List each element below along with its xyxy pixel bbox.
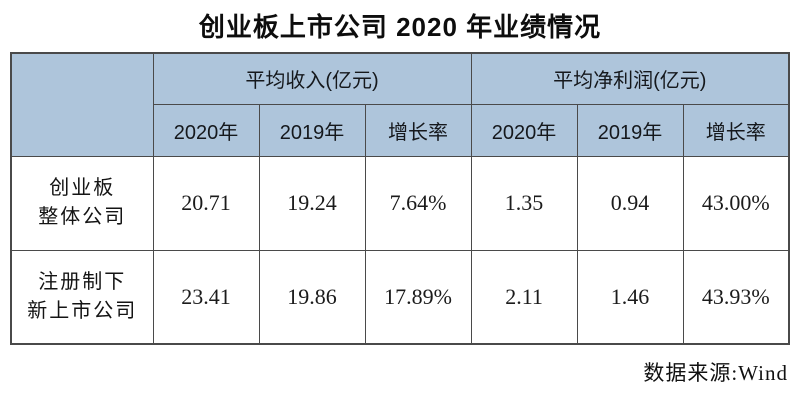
- data-source-label: 数据来源:Wind: [643, 361, 788, 385]
- row-label-line: 新上市公司: [27, 299, 138, 322]
- table-cell: 1.46: [576, 249, 684, 345]
- performance-table: 平均收入(亿元) 平均净利润(亿元) 2020年 2019年 增长率 2020年…: [10, 52, 791, 345]
- table-cell: 20.71: [152, 155, 260, 251]
- table-corner-cell: [10, 52, 154, 157]
- table-row-registration-newly-listed: 注册制下 新上市公司 23.41 19.86 17.89% 2.11 1.46 …: [10, 249, 790, 345]
- column-header-revenue-growth: 增长率: [364, 103, 472, 157]
- column-header-revenue-2019: 2019年: [258, 103, 366, 157]
- table-cell: 0.94: [576, 155, 684, 251]
- table-cell: 7.64%: [364, 155, 472, 251]
- column-group-header-row: 平均收入(亿元) 平均净利润(亿元): [10, 52, 790, 157]
- column-header-profit-2019: 2019年: [576, 103, 684, 157]
- row-label-chinext-overall: 创业板 整体公司: [10, 155, 154, 251]
- page-title: 创业板上市公司 2020 年业绩情况: [198, 12, 602, 42]
- row-label-registration-newly-listed: 注册制下 新上市公司: [10, 249, 154, 345]
- column-header-profit-2020: 2020年: [470, 103, 578, 157]
- table-cell: 19.24: [258, 155, 366, 251]
- table-cell: 43.00%: [682, 155, 790, 251]
- column-header-revenue-2020: 2020年: [152, 103, 260, 157]
- row-label-line: 整体公司: [38, 206, 127, 228]
- row-label-line: 注册制下: [38, 270, 127, 293]
- column-subheader-row: 2020年 2019年 增长率 2020年 2019年 增长率: [11, 103, 790, 157]
- column-group-avg-revenue: 平均收入(亿元): [152, 52, 472, 105]
- table-cell: 23.41: [152, 249, 260, 345]
- table-cell: 1.35: [470, 155, 578, 251]
- table-cell: 17.89%: [364, 249, 472, 345]
- table-cell: 19.86: [258, 249, 366, 345]
- table-cell: 43.93%: [682, 249, 790, 345]
- table-cell: 2.11: [470, 249, 578, 345]
- row-label-line: 创业板: [49, 177, 116, 199]
- column-group-avg-net-profit: 平均净利润(亿元): [470, 52, 790, 105]
- column-header-profit-growth: 增长率: [682, 103, 790, 157]
- table-row-chinext-overall: 创业板 整体公司 20.71 19.24 7.64% 1.35 0.94 43.…: [10, 155, 790, 251]
